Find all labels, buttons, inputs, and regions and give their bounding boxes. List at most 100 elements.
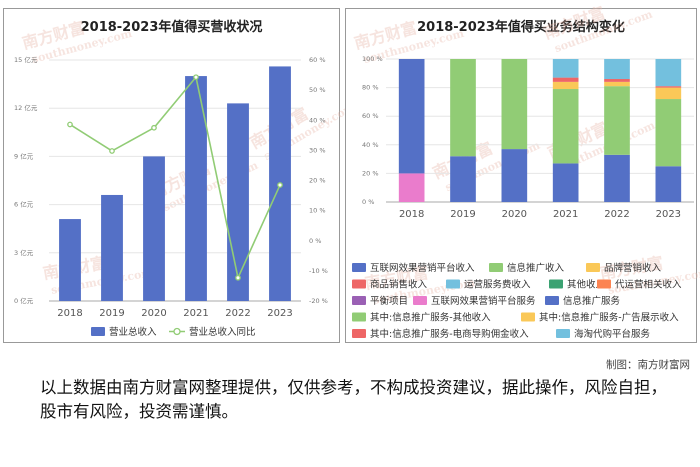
stacked-bar-segment — [552, 163, 579, 202]
legend-label: 其中:信息推广服务-其他收入 — [370, 312, 491, 324]
legend-label: 海淘代购平台服务 — [574, 328, 651, 340]
revenue-chart-title: 2018-2023年值得买营收状况 — [80, 20, 263, 35]
legend-swatch — [352, 263, 366, 272]
credit-label: 制图：南方财富网 — [606, 359, 690, 371]
x-tick-label: 2023 — [267, 308, 292, 319]
legend-swatch — [586, 263, 600, 272]
y-right-tick-label: 0 % — [309, 237, 321, 245]
x-tick-label: 2018 — [57, 308, 82, 319]
revenue-chart-panel: 2018-2023年值得买营收状况 南方财富 southmoney.com 南方财富… — [3, 8, 358, 343]
legend-swatch-revenue — [91, 327, 105, 336]
stacked-bar-segment — [655, 86, 682, 88]
y-left-tick-label: 0 亿元 — [14, 296, 34, 305]
y-left-tick-label: 12 亿元 — [14, 103, 38, 112]
stacked-bar-segment — [398, 59, 425, 174]
legend-swatch — [545, 296, 559, 305]
stacked-bar-segment — [501, 149, 528, 202]
legend-label: 品牌营销收入 — [604, 262, 662, 274]
x-tick-label: 2019 — [99, 308, 124, 319]
revenue-bar — [59, 219, 81, 301]
legend-label: 商品销售收入 — [370, 279, 428, 291]
legend-swatch — [521, 312, 535, 322]
y-left-tick-label: 9 亿元 — [14, 151, 34, 160]
revenue-bar — [143, 156, 165, 301]
legend-swatch-yoy-marker — [173, 327, 181, 336]
legend-label-revenue: 营业总收入 — [109, 326, 157, 338]
x-tick-label: 2021 — [553, 209, 578, 220]
stacked-bar-segment — [552, 89, 579, 164]
stacked-bar-segment — [655, 87, 682, 100]
legend-swatch — [489, 263, 503, 272]
legend-label: 互联网效果营销平台服务 — [431, 295, 536, 307]
x-tick-label: 2018 — [399, 209, 424, 220]
stacked-bar-segment — [604, 86, 630, 155]
revenue-bar — [101, 194, 123, 301]
stacked-bar-segment — [655, 166, 682, 202]
structure-chart-svg: 南方财富southmoney.com南方财富southmoney.com南方财富… — [352, 3, 700, 340]
y-right-tick-label: 60 % — [309, 56, 326, 64]
legend-label: 平衡项目 — [370, 295, 408, 307]
stacked-bar-segment — [604, 79, 630, 82]
legend-label: 互联网效果营销平台收入 — [370, 262, 475, 274]
legend-swatch — [597, 279, 611, 289]
stacked-bar-segment — [655, 99, 682, 167]
yoy-point — [235, 274, 241, 281]
legend-label: 代运营相关收入 — [615, 279, 682, 291]
stacked-bar-segment — [450, 59, 476, 157]
y-right-tick-label: 10 % — [309, 207, 326, 215]
legend-swatch — [556, 329, 570, 338]
stacked-bar-segment — [655, 59, 682, 87]
legend-swatch — [446, 279, 460, 289]
y-tick-label: 80 % — [362, 84, 379, 92]
stacked-bar-segment — [604, 81, 630, 87]
stacked-bar-segment — [501, 59, 528, 150]
x-tick-label: 2020 — [141, 308, 166, 319]
y-right-tick-label: 20 % — [309, 177, 326, 185]
revenue-bar — [227, 103, 249, 301]
stacked-bar-segment — [604, 59, 630, 80]
legend-swatch — [352, 312, 366, 322]
y-left-tick-label: 3 亿元 — [14, 248, 34, 257]
y-tick-label: 60 % — [362, 112, 379, 120]
y-tick-label: 20 % — [362, 169, 379, 177]
y-left-tick-label: 6 亿元 — [14, 200, 34, 209]
legend-label: 信息推广服务 — [563, 295, 621, 307]
disclaimer-text: 以上数据由南方财富网整理提供，仅供参考，不构成投资建议，据此操作，风险自担，股市… — [40, 378, 667, 421]
structure-chart-title: 2018-2023年值得买业务结构变化 — [417, 20, 625, 35]
legend-swatch — [352, 279, 366, 289]
x-tick-label: 2022 — [604, 209, 629, 220]
legend-swatch — [352, 329, 366, 338]
revenue-bar — [185, 76, 207, 301]
legend-label: 信息推广收入 — [507, 262, 565, 274]
legend-swatch — [413, 296, 427, 305]
legend-label: 其中:信息推广服务-广告展示收入 — [539, 312, 679, 324]
stacked-bar-segment — [398, 173, 425, 202]
yoy-point — [67, 121, 73, 128]
yoy-line — [69, 75, 281, 281]
yoy-point — [193, 74, 199, 81]
y-tick-label: 0 % — [362, 198, 374, 206]
stacked-bar-segment — [552, 77, 579, 82]
y-right-tick-label: 50 % — [309, 86, 326, 94]
y-right-tick-label: -20 % — [309, 297, 328, 305]
x-tick-label: 2021 — [183, 308, 208, 319]
x-tick-label: 2019 — [450, 209, 475, 220]
legend-label: 其他收入 — [567, 279, 606, 291]
stacked-bar-segment — [552, 59, 579, 78]
stacked-bar-segment — [552, 81, 579, 90]
structure-chart-panel: 2018-2023年值得买业务结构变化 南方财富 southmoney.com 南方… — [345, 3, 700, 343]
x-tick-label: 2020 — [502, 209, 527, 220]
y-right-tick-label: 40 % — [309, 116, 326, 124]
legend-label: 运营服务费收入 — [464, 279, 531, 291]
y-right-tick-label: -10 % — [309, 267, 328, 275]
legend-label: 其中:信息推广服务-电商导购佣金收入 — [370, 328, 529, 340]
yoy-point — [109, 148, 115, 154]
stacked-bar-segment — [450, 156, 476, 202]
legend-swatch — [352, 296, 366, 305]
y-tick-label: 40 % — [362, 141, 379, 149]
legend-label-yoy: 营业总收入同比 — [189, 326, 256, 338]
y-tick-label: 100 % — [362, 55, 383, 63]
x-tick-label: 2023 — [656, 209, 681, 220]
x-tick-label: 2022 — [225, 308, 250, 319]
yoy-point — [151, 124, 157, 131]
